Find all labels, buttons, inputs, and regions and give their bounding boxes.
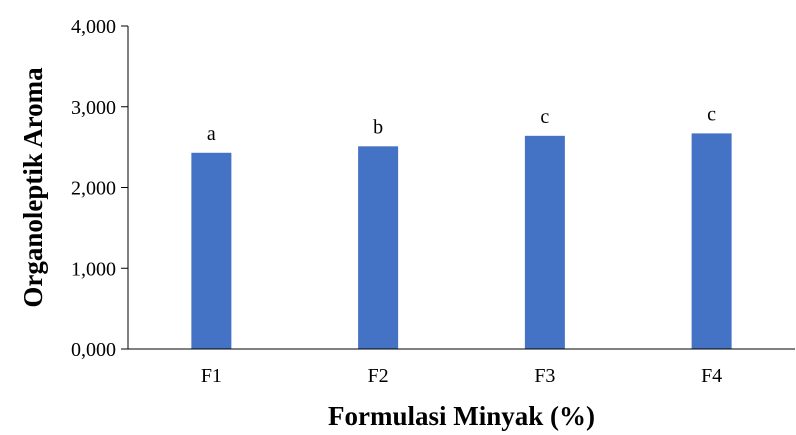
- x-tick-label-f1: F1: [201, 365, 222, 387]
- data-label-f3: c: [540, 106, 549, 128]
- data-label-f4: c: [707, 103, 716, 125]
- y-tick-label: 1,000: [71, 258, 116, 280]
- x-axis-tick-labels: F1 F2 F3 F4: [201, 365, 722, 387]
- bars: [191, 133, 732, 349]
- x-tick-label-f2: F2: [368, 365, 389, 387]
- x-tick-label-f3: F3: [534, 365, 555, 387]
- bar-f3: [524, 135, 565, 349]
- bar-f2: [358, 146, 399, 349]
- bar-f1: [191, 152, 232, 349]
- y-axis-ticks: 0,000 1,000 2,000 3,000 4,000: [71, 16, 128, 361]
- bar-f4: [691, 133, 732, 349]
- data-label-f2: b: [373, 116, 383, 138]
- y-tick-label: 4,000: [71, 16, 116, 38]
- y-tick-label: 0,000: [71, 339, 116, 361]
- y-axis-title: Organoleptik Aroma: [18, 67, 48, 308]
- y-tick-label: 3,000: [71, 97, 116, 119]
- x-axis-title: Formulasi Minyak (%): [328, 401, 595, 431]
- y-tick-label: 2,000: [71, 178, 116, 200]
- data-label-f1: a: [207, 123, 216, 145]
- x-tick-label-f4: F4: [701, 365, 722, 387]
